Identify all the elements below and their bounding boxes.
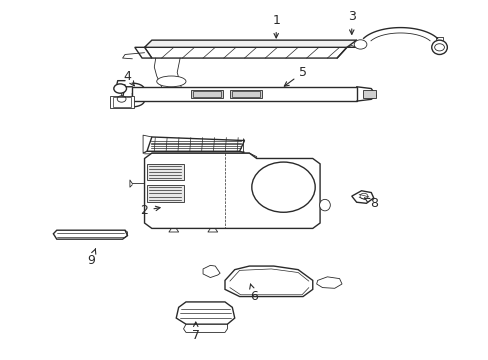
Polygon shape (351, 191, 373, 203)
Text: 3: 3 (347, 10, 355, 34)
Text: 5: 5 (284, 66, 306, 86)
Polygon shape (144, 40, 356, 47)
Ellipse shape (251, 162, 315, 212)
Text: 7: 7 (191, 322, 199, 342)
Polygon shape (203, 265, 220, 278)
Ellipse shape (157, 76, 185, 87)
Bar (192, 91, 220, 97)
Bar (113, 97, 131, 107)
Text: 6: 6 (249, 284, 258, 303)
Polygon shape (316, 277, 341, 288)
Polygon shape (176, 302, 234, 324)
Polygon shape (224, 266, 312, 297)
Polygon shape (132, 87, 356, 101)
Bar (147, 185, 183, 202)
Polygon shape (135, 47, 152, 58)
Bar (229, 90, 261, 98)
Polygon shape (53, 230, 127, 239)
Bar (362, 90, 375, 98)
Circle shape (353, 40, 366, 49)
Ellipse shape (431, 40, 447, 54)
Bar (190, 90, 222, 98)
Text: 9: 9 (87, 249, 96, 267)
Text: 4: 4 (123, 69, 134, 86)
Polygon shape (147, 137, 244, 151)
Text: 8: 8 (364, 197, 377, 210)
Bar (147, 164, 183, 180)
Ellipse shape (319, 199, 330, 211)
Text: 2: 2 (141, 204, 160, 217)
Bar (231, 91, 259, 97)
Polygon shape (144, 153, 320, 228)
Circle shape (114, 84, 126, 93)
Text: 1: 1 (272, 14, 280, 38)
Polygon shape (144, 47, 346, 58)
Bar (110, 96, 134, 108)
